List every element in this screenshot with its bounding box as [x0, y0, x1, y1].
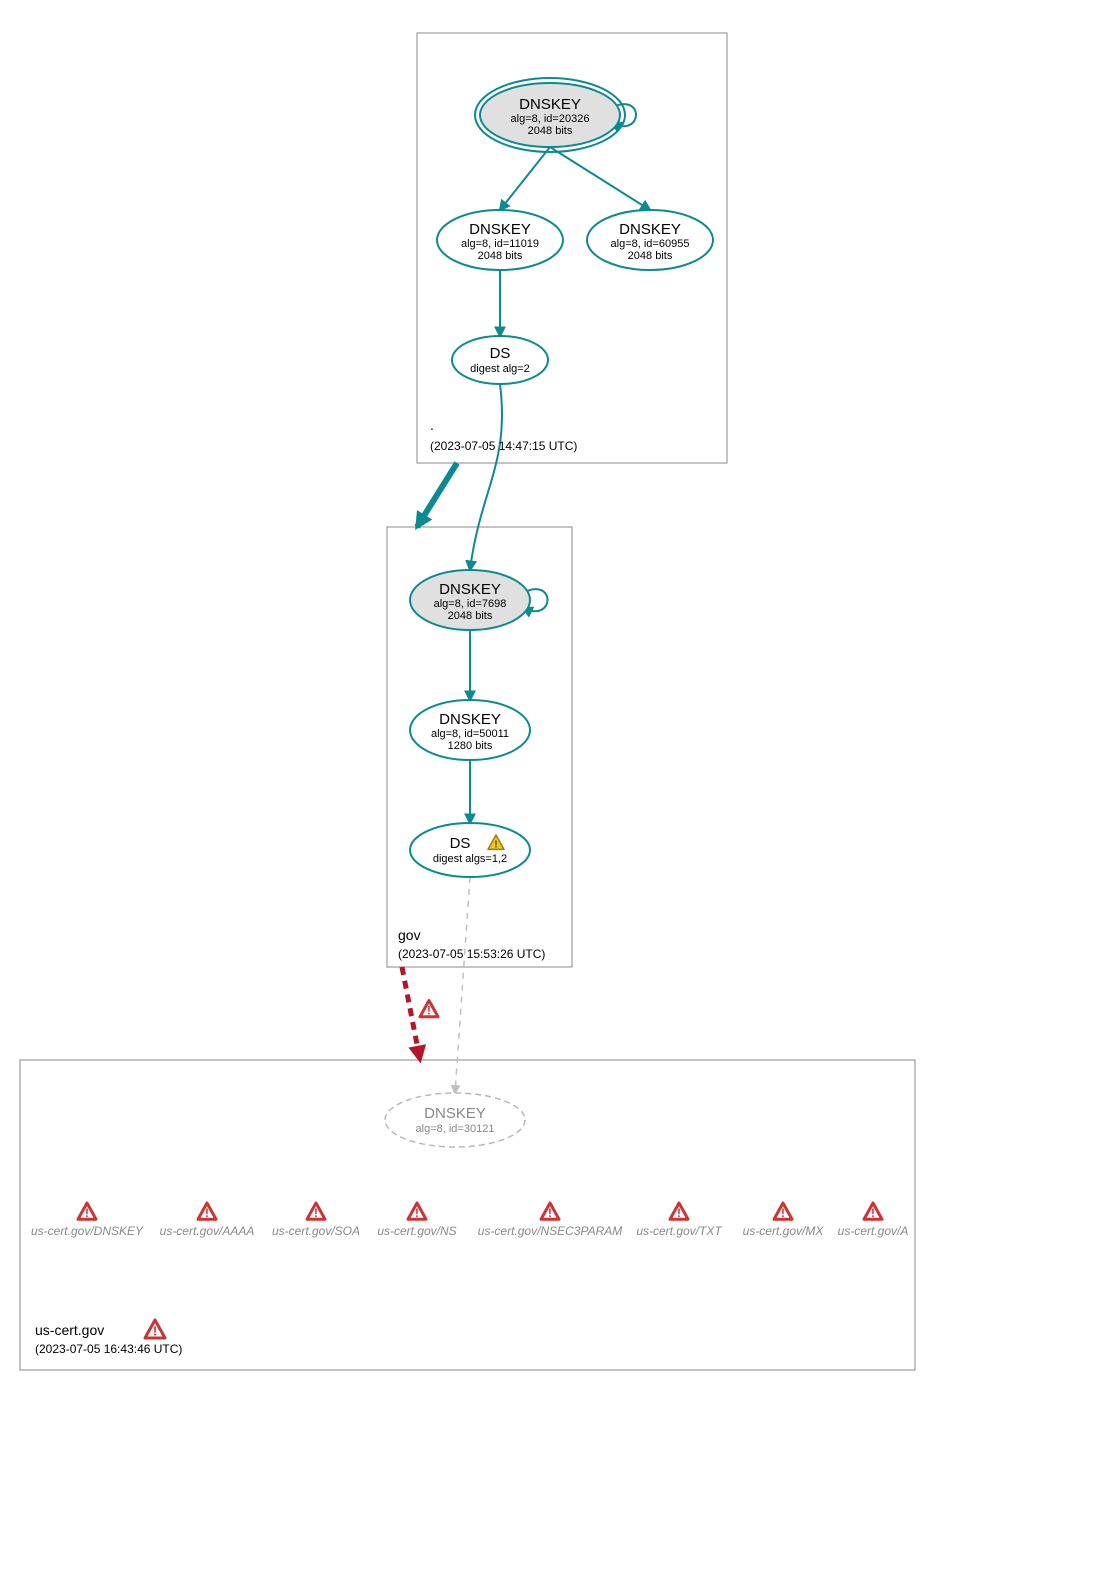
- node-sub1: alg=8, id=7698: [434, 598, 507, 610]
- node-sub2: 2048 bits: [448, 610, 493, 622]
- svg-text:!: !: [153, 1324, 157, 1339]
- node-root-zsk1: DNSKEYalg=8, id=110192048 bits: [437, 210, 563, 270]
- rrset-label: us-cert.gov/TXT: [636, 1224, 723, 1238]
- node-sub1: alg=8, id=11019: [461, 238, 539, 250]
- node-uscert-dnskey: DNSKEYalg=8, id=30121: [385, 1093, 525, 1147]
- node-title: DNSKEY: [439, 581, 501, 598]
- node-title: DNSKEY: [619, 221, 681, 238]
- dnssec-chain-diagram: !DNSKEYalg=8, id=203262048 bitsDNSKEYalg…: [10, 10, 1109, 1568]
- node-title: DS: [450, 835, 471, 852]
- node-sub1: digest alg=2: [470, 363, 530, 375]
- node-sub1: alg=8, id=20326: [511, 113, 590, 125]
- edge-delegation-gov-uscert: [402, 967, 420, 1060]
- rrset-label: us-cert.gov/NS: [377, 1224, 456, 1238]
- rrset-label: us-cert.gov/SOA: [272, 1224, 360, 1238]
- node-title: DNSKEY: [469, 221, 531, 238]
- rrset-label: us-cert.gov/NSEC3PARAM: [478, 1224, 623, 1238]
- node-root-ds: DSdigest alg=2: [452, 336, 548, 384]
- node-title: DNSKEY: [519, 96, 581, 113]
- node-sub1: alg=8, id=50011: [431, 728, 509, 740]
- zone-timestamp-gov: (2023-07-05 15:53:26 UTC): [398, 947, 545, 961]
- node-title: DNSKEY: [439, 711, 501, 728]
- node-sub2: 2048 bits: [628, 250, 673, 262]
- node-title: DNSKEY: [424, 1105, 486, 1122]
- node-root-ksk: DNSKEYalg=8, id=203262048 bits: [475, 78, 625, 152]
- node-gov-ds: DS! digest algs=1,2: [410, 823, 530, 877]
- node-sub1: alg=8, id=30121: [416, 1123, 495, 1135]
- node-sub1: alg=8, id=60955: [611, 238, 690, 250]
- svg-text:!: !: [548, 1207, 552, 1220]
- node-root-zsk2: DNSKEYalg=8, id=609552048 bits: [587, 210, 713, 270]
- rrset-label: us-cert.gov/A: [838, 1224, 909, 1238]
- zone-label-uscert: us-cert.gov: [35, 1322, 104, 1338]
- zone-label-root: .: [430, 417, 434, 433]
- zone-timestamp-uscert: (2023-07-05 16:43:46 UTC): [35, 1342, 182, 1356]
- node-sub2: 1280 bits: [448, 740, 493, 752]
- edge-delegation-root-gov: [417, 463, 457, 527]
- svg-text:!: !: [314, 1207, 318, 1220]
- rrset-label: us-cert.gov/AAAA: [160, 1224, 255, 1238]
- node-gov-ksk: DNSKEYalg=8, id=76982048 bits: [410, 570, 530, 630]
- svg-text:!: !: [427, 1004, 431, 1017]
- node-gov-zsk: DNSKEYalg=8, id=500111280 bits: [410, 700, 530, 760]
- zone-label-gov: gov: [398, 927, 421, 943]
- rrset-label: us-cert.gov/MX: [743, 1224, 825, 1238]
- zone-timestamp-root: (2023-07-05 14:47:15 UTC): [430, 439, 577, 453]
- svg-text:!: !: [781, 1207, 785, 1220]
- node-title: DS: [490, 345, 511, 362]
- svg-text:!: !: [85, 1207, 89, 1220]
- svg-text:!: !: [205, 1207, 209, 1220]
- node-sub2: 2048 bits: [528, 125, 573, 137]
- node-sub2: 2048 bits: [478, 250, 523, 262]
- svg-text:!: !: [871, 1207, 875, 1220]
- rrset-label: us-cert.gov/DNSKEY: [31, 1224, 144, 1238]
- svg-text:!: !: [494, 839, 497, 850]
- svg-text:!: !: [415, 1207, 419, 1220]
- node-sub1: digest algs=1,2: [433, 853, 507, 865]
- svg-text:!: !: [677, 1207, 681, 1220]
